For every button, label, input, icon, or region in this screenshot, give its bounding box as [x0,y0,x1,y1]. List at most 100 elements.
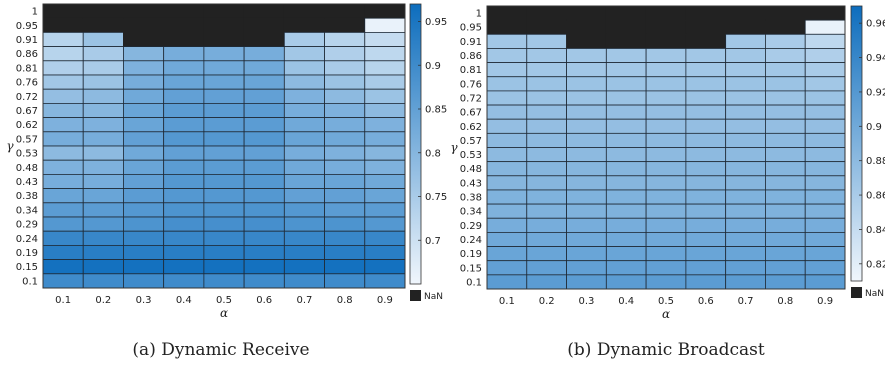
heatmap-cell [243,32,285,48]
heatmap-cell [42,159,84,175]
heatmap-cell [725,48,766,64]
heatmap-cell [42,230,84,246]
heatmap-cell [725,246,766,262]
heatmap-cell [486,104,528,120]
heatmap-cell [605,217,647,233]
x-tick-label: 0.9 [817,296,833,307]
heatmap-cell [526,274,567,290]
heatmap-cell [645,48,687,64]
heatmap-cell [163,117,205,133]
heatmap-cell [123,88,165,104]
heatmap-cell [283,244,325,260]
heatmap-cell [243,74,285,90]
heatmap-cell [82,46,124,62]
y-tick-label: 0.48 [16,163,38,174]
y-tick-label: 0.95 [16,21,38,32]
heatmap-cell [526,5,567,21]
heatmap-cell [163,74,205,90]
plot-frame [42,3,406,289]
heatmap-cell [685,274,727,290]
heatmap-cell [526,260,567,276]
heatmap-cell [324,131,366,147]
heatmap-cell [486,118,528,134]
heatmap-cell [765,132,806,148]
x-tick-label: 0.8 [777,296,793,307]
y-tick-label: 0.91 [16,35,38,46]
heatmap-cell [566,90,607,106]
heatmap-cell [82,17,124,33]
heatmap-cell [203,230,245,246]
y-tick-label: 0.38 [16,191,38,202]
heatmap-cell [645,203,687,219]
heatmap-cell [324,216,366,232]
heatmap-cell [804,19,846,35]
heatmap-cell [725,231,766,247]
heatmap-cell [243,17,285,33]
heatmap-cell [605,246,647,262]
heatmap-cell [765,118,806,134]
heatmap-cell [163,32,205,48]
y-tick-label: 0.86 [16,49,38,60]
heatmap-cell [725,203,766,219]
heatmap-cell [685,118,727,134]
heatmap-cell [163,273,205,289]
y-tick-label: 0.1 [22,276,38,287]
heatmap-cell [203,32,245,48]
heatmap-cell [486,161,528,177]
heatmap-cell [283,88,325,104]
heatmap-cell [203,259,245,275]
heatmap-cell [243,3,285,19]
heatmap-cell [725,175,766,191]
heatmap-cell [123,145,165,161]
y-tick-label: 0.48 [460,164,482,175]
heatmap-cell [364,74,406,90]
heatmap-cell [804,33,846,49]
heatmap-cell [765,274,806,290]
heatmap-cell [283,131,325,147]
heatmap-cell [163,60,205,76]
heatmap-cell [163,259,205,275]
heatmap-cell [605,48,647,64]
heatmap-cell [645,246,687,262]
heatmap-cell [645,260,687,276]
heatmap-cell [685,5,727,21]
heatmap-cell [324,230,366,246]
heatmap-cell [42,273,84,289]
heatmap-cell [486,147,528,163]
heatmap-cell [765,189,806,205]
heatmap-cell [486,231,528,247]
heatmap-cell [486,5,528,21]
heatmap-cell [42,17,84,33]
nan-swatch [410,290,421,301]
nan-swatch [851,287,862,298]
heatmap-cell [486,33,528,49]
heatmap-cell [163,88,205,104]
heatmap-cell [566,175,607,191]
heatmap-cell [42,103,84,119]
heatmap-cell [765,246,806,262]
heatmap-cell [364,32,406,48]
heatmap-cell [804,189,846,205]
y-tick-label: 0.34 [16,205,38,216]
heatmap-cell [123,273,165,289]
heatmap-cell [765,33,806,49]
y-tick-label: 0.81 [16,63,38,74]
heatmap-cell [725,19,766,35]
heatmap-cell [486,132,528,148]
heatmap-cell [685,62,727,78]
heatmap-cell [364,173,406,189]
heatmap-cell [804,62,846,78]
heatmap-cell [605,161,647,177]
y-tick-label: 0.24 [460,235,482,246]
heatmap-cell [364,230,406,246]
heatmap-cell [324,173,366,189]
x-tick-label: 0.2 [539,296,555,307]
heatmap-cell [804,132,846,148]
heatmap-cell [163,3,205,19]
heatmap-cell [605,260,647,276]
heatmap-cell [765,231,806,247]
heatmap-cell [203,74,245,90]
heatmap-cell [685,33,727,49]
heatmap-cell [243,244,285,260]
heatmap-cell [42,46,84,62]
